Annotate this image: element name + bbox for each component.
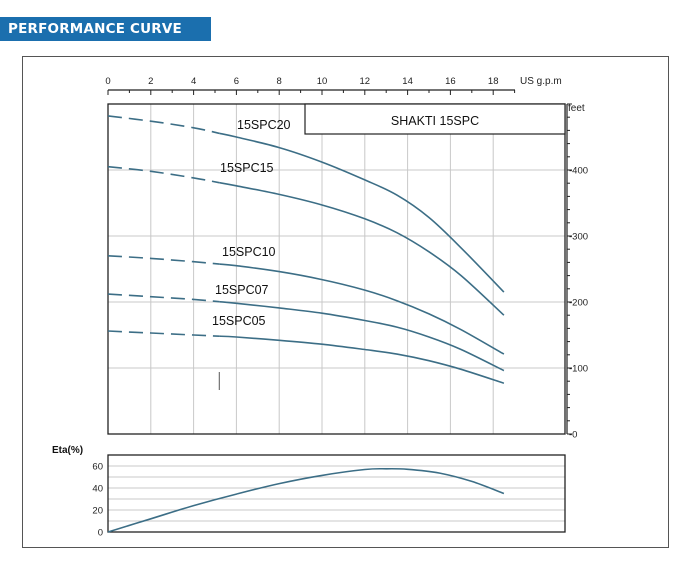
x-tick-label: 16	[445, 76, 456, 87]
curve-15spc15-dashed	[107, 165, 220, 184]
eta-curve	[107, 467, 505, 533]
curve-label-15spc10: 15SPC10	[222, 245, 276, 259]
curve-15spc15	[219, 181, 505, 316]
y-tick-label: -400	[569, 166, 588, 177]
curve-15spc05-dashed	[107, 330, 220, 337]
section-title: PERFORMANCE CURVE	[0, 17, 211, 41]
curve-15spc07	[219, 300, 505, 372]
curve-15spc10-dashed	[107, 255, 220, 265]
x-tick-label: 6	[234, 76, 239, 87]
x-axis-title: US g.p.m	[520, 76, 562, 87]
chart-frame	[22, 56, 669, 548]
y-tick-label: -200	[569, 298, 588, 309]
chart-title-box	[304, 103, 566, 135]
curve-label-15spc07: 15SPC07	[215, 283, 269, 297]
curve-15spc05	[219, 335, 505, 384]
x-tick-label: 14	[402, 76, 413, 87]
eta-y-tick-label: 20	[92, 506, 103, 517]
x-tick-label: 4	[191, 76, 196, 87]
curve-label-15spc15: 15SPC15	[220, 161, 274, 175]
curve-15spc20	[219, 132, 505, 293]
y-tick-label: -300	[569, 232, 588, 243]
y-axis-title: feet	[568, 103, 585, 114]
curve-label-15spc05: 15SPC05	[212, 314, 266, 328]
curve-15spc07-dashed	[107, 293, 220, 303]
x-tick-label: 12	[360, 76, 371, 87]
x-tick-label: 8	[277, 76, 282, 87]
x-tick-label: 2	[148, 76, 153, 87]
eta-y-tick-label: 40	[92, 484, 103, 495]
curve-label-15spc20: 15SPC20	[237, 118, 291, 132]
eta-y-tick-label: 0	[98, 528, 103, 539]
eta-plot-border	[107, 454, 566, 533]
y-tick-label: -0	[569, 430, 577, 441]
x-tick-label: 18	[488, 76, 499, 87]
curve-15spc10	[219, 263, 505, 355]
x-tick-label: 10	[317, 76, 328, 87]
y-tick-label: -100	[569, 364, 588, 375]
chart-title: SHAKTI 15SPC	[391, 114, 479, 128]
x-tick-label: 0	[105, 76, 110, 87]
curve-15spc20-dashed	[107, 115, 220, 135]
eta-axis-title: Eta(%)	[52, 445, 83, 456]
eta-y-tick-label: 60	[92, 462, 103, 473]
plot-area-border	[107, 103, 566, 435]
